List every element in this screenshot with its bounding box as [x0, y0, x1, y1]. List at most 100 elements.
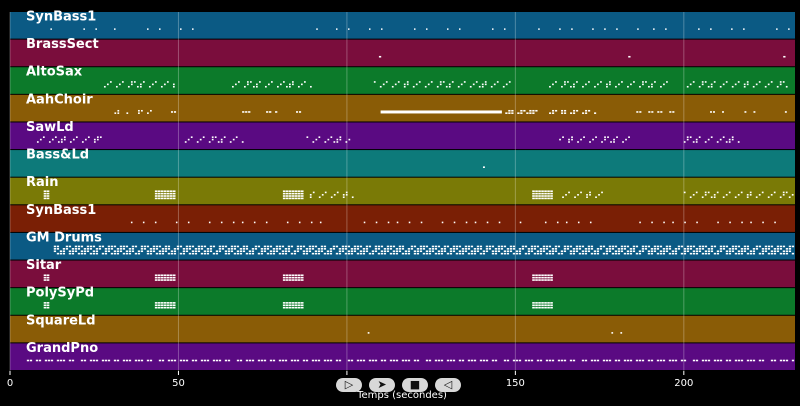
note-mark: [154, 274, 158, 277]
note-mark: [285, 195, 289, 197]
note-mark: [656, 245, 660, 248]
note-mark: [614, 245, 618, 248]
stop-button[interactable]: ■: [402, 378, 428, 392]
note-mark: [589, 221, 592, 224]
track-label: SquareLd: [26, 313, 96, 328]
note-mark: [536, 252, 540, 255]
note-mark: [172, 190, 176, 193]
note-mark: [713, 245, 717, 248]
note-mark: [233, 245, 237, 248]
note-mark: [272, 250, 276, 253]
note-cluster: [559, 136, 630, 143]
note-mark: [473, 248, 477, 250]
note-mark: [211, 136, 214, 138]
back-button[interactable]: ◁: [435, 378, 461, 392]
note-mark: [639, 85, 641, 88]
note-cluster: [26, 359, 795, 362]
note-mark: [389, 252, 393, 255]
note-mark: [180, 28, 182, 30]
note-mark: [326, 252, 330, 255]
note-mark: [380, 252, 384, 255]
note-cluster: [53, 245, 795, 255]
note-mark: [452, 248, 456, 250]
note-mark: [479, 252, 483, 255]
note-mark: [251, 248, 255, 250]
note-mark: [300, 276, 304, 279]
note-mark: [172, 304, 176, 307]
note-mark: [154, 81, 157, 83]
note-mark: [166, 279, 170, 281]
note-mark: [291, 83, 294, 86]
note-mark: [548, 359, 552, 362]
note-mark: [323, 359, 327, 362]
note-mark: [538, 197, 541, 200]
note-cluster: [103, 81, 175, 88]
note-mark: [412, 85, 415, 88]
note-mark: [613, 141, 615, 143]
note-mark: [608, 248, 612, 250]
play-button[interactable]: ▷: [336, 378, 362, 392]
note-mark: [446, 245, 450, 248]
note-mark: [101, 359, 105, 362]
note-mark: [481, 83, 484, 86]
note-mark: [680, 252, 684, 255]
note-mark: [604, 136, 606, 138]
note-mark: [173, 111, 177, 113]
note-mark: [785, 191, 788, 194]
forward-button[interactable]: ➤: [369, 378, 395, 392]
note-mark: [43, 306, 47, 309]
note-mark: [532, 109, 535, 112]
note-mark: [65, 245, 69, 248]
note-mark: [449, 250, 453, 253]
note-mark: [633, 81, 635, 83]
note-mark: [472, 83, 475, 86]
note-mark: [755, 245, 759, 248]
note-mark: [589, 194, 591, 196]
note-mark: [65, 248, 69, 250]
note-mark: [530, 250, 534, 253]
note-mark: [164, 250, 168, 253]
note-mark: [336, 141, 339, 143]
note-mark: [311, 248, 315, 250]
note-mark: [380, 110, 502, 114]
note-mark: [571, 136, 573, 138]
note-mark: [288, 304, 292, 307]
track-lane: [10, 67, 795, 94]
note-mark: [695, 250, 699, 253]
note-mark: [752, 252, 756, 255]
note-mark: [232, 138, 235, 141]
note-mark: [648, 85, 650, 88]
note-mark: [98, 245, 102, 248]
note-mark: [731, 136, 734, 138]
note-mark: [140, 359, 144, 362]
note-mark: [538, 304, 541, 307]
note-mark: [92, 245, 96, 248]
note-mark: [666, 81, 668, 83]
note-mark: [318, 196, 321, 199]
note-mark: [653, 28, 655, 30]
note-mark: [403, 85, 406, 88]
note-mark: [194, 250, 198, 253]
note-mark: [99, 136, 102, 138]
note-mark: [377, 248, 381, 250]
note-mark: [166, 197, 170, 200]
note-mark: [729, 221, 731, 224]
note-mark: [674, 359, 678, 362]
note-mark: [752, 250, 756, 253]
note-mark: [604, 28, 606, 30]
note-mark: [236, 252, 240, 255]
note-mark: [296, 111, 299, 113]
note-mark: [56, 359, 60, 362]
note-mark: [629, 250, 633, 253]
note-mark: [707, 250, 711, 253]
note-mark: [344, 248, 348, 250]
note-mark: [229, 141, 232, 143]
note-mark: [410, 248, 414, 250]
note-mark: [683, 252, 687, 255]
note-mark: [170, 252, 174, 255]
note-mark: [605, 252, 609, 255]
note-mark: [71, 250, 75, 253]
note-mark: [133, 81, 136, 83]
note-mark: [437, 359, 441, 362]
note-mark: [407, 248, 411, 250]
